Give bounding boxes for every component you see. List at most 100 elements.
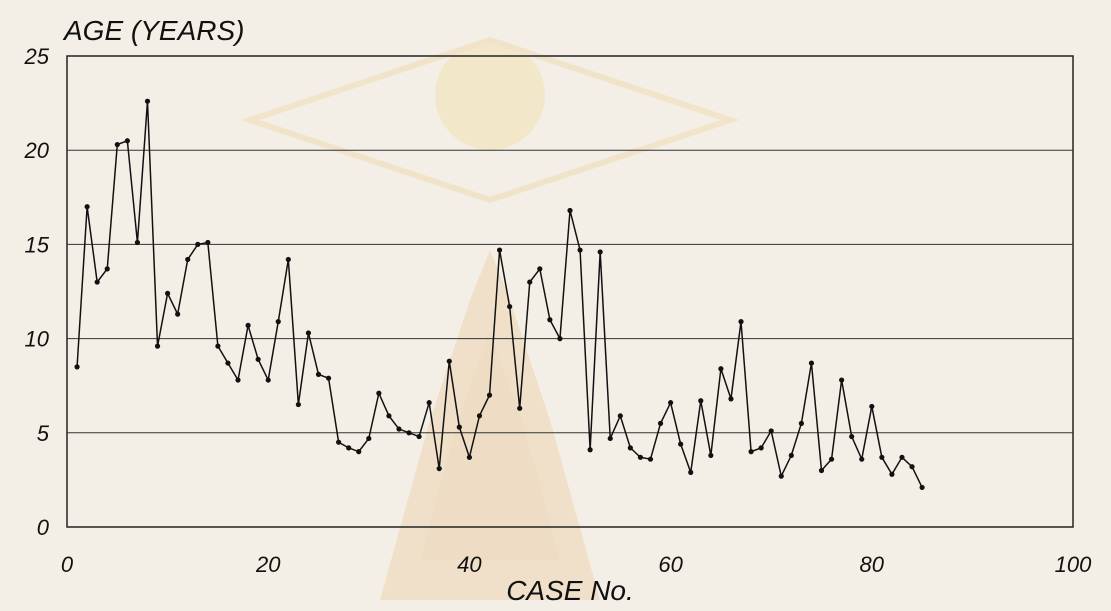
data-point-71 bbox=[778, 473, 784, 479]
data-point-70 bbox=[768, 428, 774, 434]
data-point-54 bbox=[607, 435, 613, 442]
data-point-64 bbox=[708, 452, 714, 459]
data-point-68 bbox=[748, 449, 754, 455]
data-point-81 bbox=[879, 454, 885, 460]
data-point-7 bbox=[134, 239, 141, 246]
data-point-4 bbox=[104, 266, 110, 272]
data-point-37 bbox=[436, 465, 442, 472]
data-point-78 bbox=[849, 433, 855, 440]
data-point-52 bbox=[587, 447, 593, 453]
data-point-48 bbox=[547, 317, 553, 323]
data-point-5 bbox=[114, 141, 120, 148]
data-point-6 bbox=[124, 138, 130, 144]
y-tick-label-15: 15 bbox=[25, 232, 50, 257]
x-axis-label: CASE No. bbox=[506, 575, 634, 606]
data-point-72 bbox=[788, 452, 794, 459]
data-point-19 bbox=[255, 356, 261, 362]
data-point-57 bbox=[637, 454, 644, 460]
data-point-82 bbox=[889, 471, 895, 477]
data-point-60 bbox=[668, 400, 674, 406]
data-point-23 bbox=[295, 401, 301, 408]
data-point-44 bbox=[507, 303, 513, 310]
x-tick-label-40: 40 bbox=[457, 552, 482, 577]
data-point-33 bbox=[396, 426, 402, 432]
x-tick-label-100: 100 bbox=[1055, 552, 1092, 577]
y-tick-label-5: 5 bbox=[37, 421, 50, 446]
data-point-18 bbox=[245, 322, 251, 329]
data-point-75 bbox=[818, 467, 825, 474]
data-point-13 bbox=[195, 241, 201, 247]
data-point-53 bbox=[597, 249, 603, 255]
watermark-seal bbox=[240, 36, 740, 600]
data-point-21 bbox=[275, 319, 281, 325]
data-point-22 bbox=[285, 256, 291, 263]
x-tick-label-80: 80 bbox=[860, 552, 885, 577]
x-tick-label-0: 0 bbox=[61, 552, 74, 577]
y-tick-label-20: 20 bbox=[24, 138, 50, 163]
x-tick-label-60: 60 bbox=[658, 552, 683, 577]
data-point-2 bbox=[84, 204, 90, 210]
data-point-63 bbox=[698, 398, 704, 404]
data-point-55 bbox=[617, 413, 623, 419]
data-point-8 bbox=[144, 98, 151, 104]
data-point-46 bbox=[527, 279, 533, 285]
data-point-80 bbox=[869, 403, 875, 410]
data-point-74 bbox=[808, 360, 815, 366]
data-point-47 bbox=[537, 266, 543, 272]
data-point-69 bbox=[758, 445, 764, 451]
data-point-45 bbox=[517, 405, 523, 411]
data-point-10 bbox=[165, 290, 171, 296]
y-tick-label-0: 0 bbox=[37, 515, 50, 540]
data-point-16 bbox=[225, 360, 231, 366]
data-point-34 bbox=[406, 430, 412, 436]
data-point-26 bbox=[325, 375, 332, 381]
data-point-12 bbox=[185, 256, 191, 263]
y-tick-label-25: 25 bbox=[24, 44, 50, 69]
data-point-50 bbox=[567, 207, 573, 214]
y-tick-label-10: 10 bbox=[25, 327, 50, 352]
data-point-73 bbox=[798, 420, 804, 426]
series-line-group bbox=[74, 98, 925, 491]
data-point-59 bbox=[657, 420, 664, 426]
data-point-62 bbox=[688, 469, 694, 475]
data-point-36 bbox=[426, 400, 432, 406]
data-point-65 bbox=[718, 366, 724, 372]
grid-lines bbox=[67, 149, 1073, 434]
x-tick-label-20: 20 bbox=[255, 552, 281, 577]
data-point-61 bbox=[678, 441, 684, 447]
data-point-51 bbox=[577, 247, 583, 253]
data-point-41 bbox=[476, 413, 483, 419]
data-point-35 bbox=[416, 433, 422, 440]
data-point-24 bbox=[305, 330, 312, 336]
data-point-28 bbox=[346, 445, 352, 451]
data-point-11 bbox=[175, 311, 181, 317]
data-point-85 bbox=[919, 484, 925, 491]
data-point-9 bbox=[154, 343, 161, 349]
y-tick-labels: 0 5 10 15 20 25 bbox=[24, 44, 50, 540]
data-point-14 bbox=[205, 239, 211, 246]
data-point-3 bbox=[94, 279, 100, 285]
data-point-76 bbox=[828, 456, 835, 462]
data-point-20 bbox=[265, 377, 271, 383]
data-point-77 bbox=[839, 377, 845, 383]
data-point-15 bbox=[215, 343, 221, 349]
data-point-30 bbox=[366, 435, 372, 442]
data-point-32 bbox=[386, 413, 392, 419]
data-point-40 bbox=[466, 454, 472, 460]
data-point-27 bbox=[336, 439, 342, 445]
data-point-83 bbox=[899, 454, 905, 460]
data-point-25 bbox=[315, 371, 322, 377]
data-point-79 bbox=[859, 456, 865, 462]
data-point-42 bbox=[486, 392, 493, 398]
data-point-66 bbox=[728, 396, 734, 402]
data-point-84 bbox=[909, 464, 915, 470]
data-point-49 bbox=[557, 336, 563, 342]
data-point-29 bbox=[356, 449, 362, 455]
data-point-17 bbox=[235, 377, 241, 383]
data-point-67 bbox=[738, 319, 744, 325]
data-point-31 bbox=[376, 390, 382, 396]
data-point-39 bbox=[456, 424, 462, 430]
data-point-56 bbox=[627, 445, 633, 451]
